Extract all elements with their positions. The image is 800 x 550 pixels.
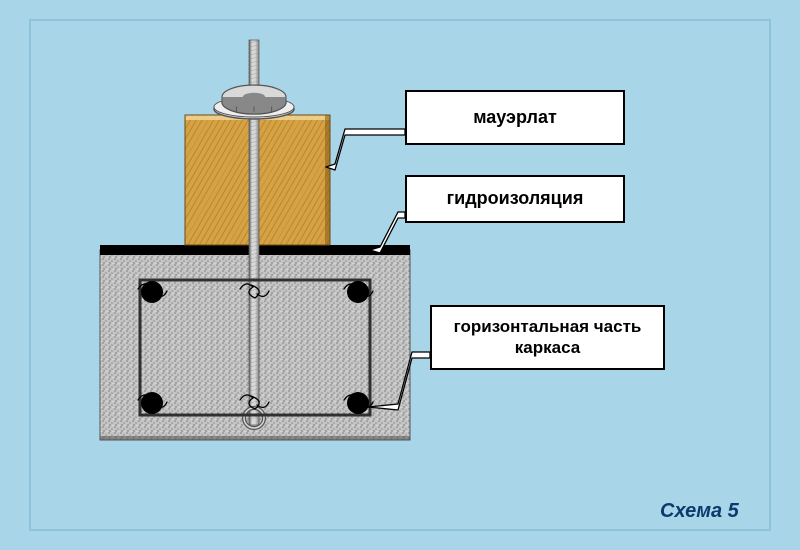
label-frame-horizontal: горизонтальная часть каркаса — [430, 305, 665, 370]
scheme-number: Схема 5 — [660, 500, 739, 523]
label-mauerlat: мауэрлат — [405, 90, 625, 145]
label-waterproofing: гидроизоляция — [405, 175, 625, 223]
